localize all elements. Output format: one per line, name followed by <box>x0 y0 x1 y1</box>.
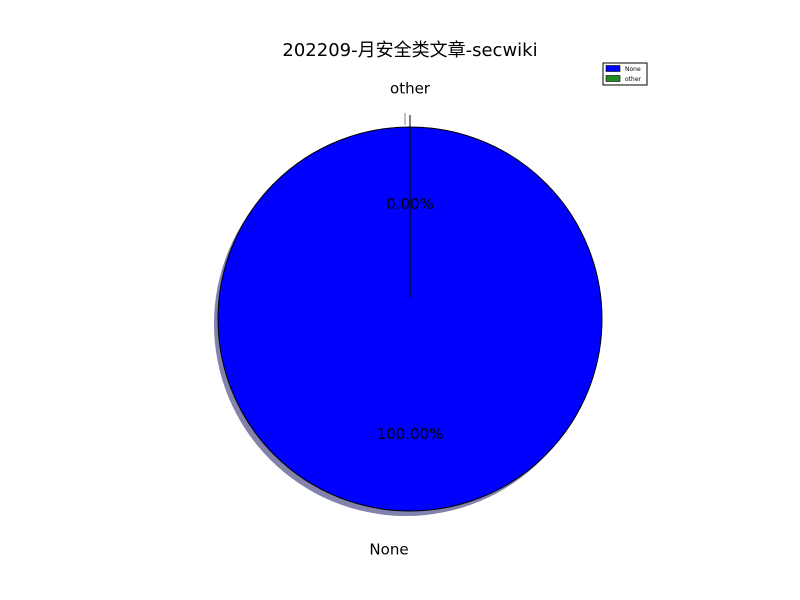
pct-label-none: 100.00% <box>377 425 444 443</box>
chart-legend: None other <box>602 62 648 86</box>
category-label-other: other <box>390 80 431 98</box>
legend-swatch-other <box>605 75 621 82</box>
chart-title: 202209-月安全类文章-secwiki <box>282 40 538 61</box>
legend-label-none: None <box>625 66 641 73</box>
pct-label-other: 0.00% <box>386 195 434 213</box>
legend-swatch-none <box>605 65 621 72</box>
legend-label-other: other <box>625 76 642 83</box>
pie-group: 100.00% None 0.00% other <box>214 80 603 558</box>
category-label-none: None <box>369 540 408 558</box>
